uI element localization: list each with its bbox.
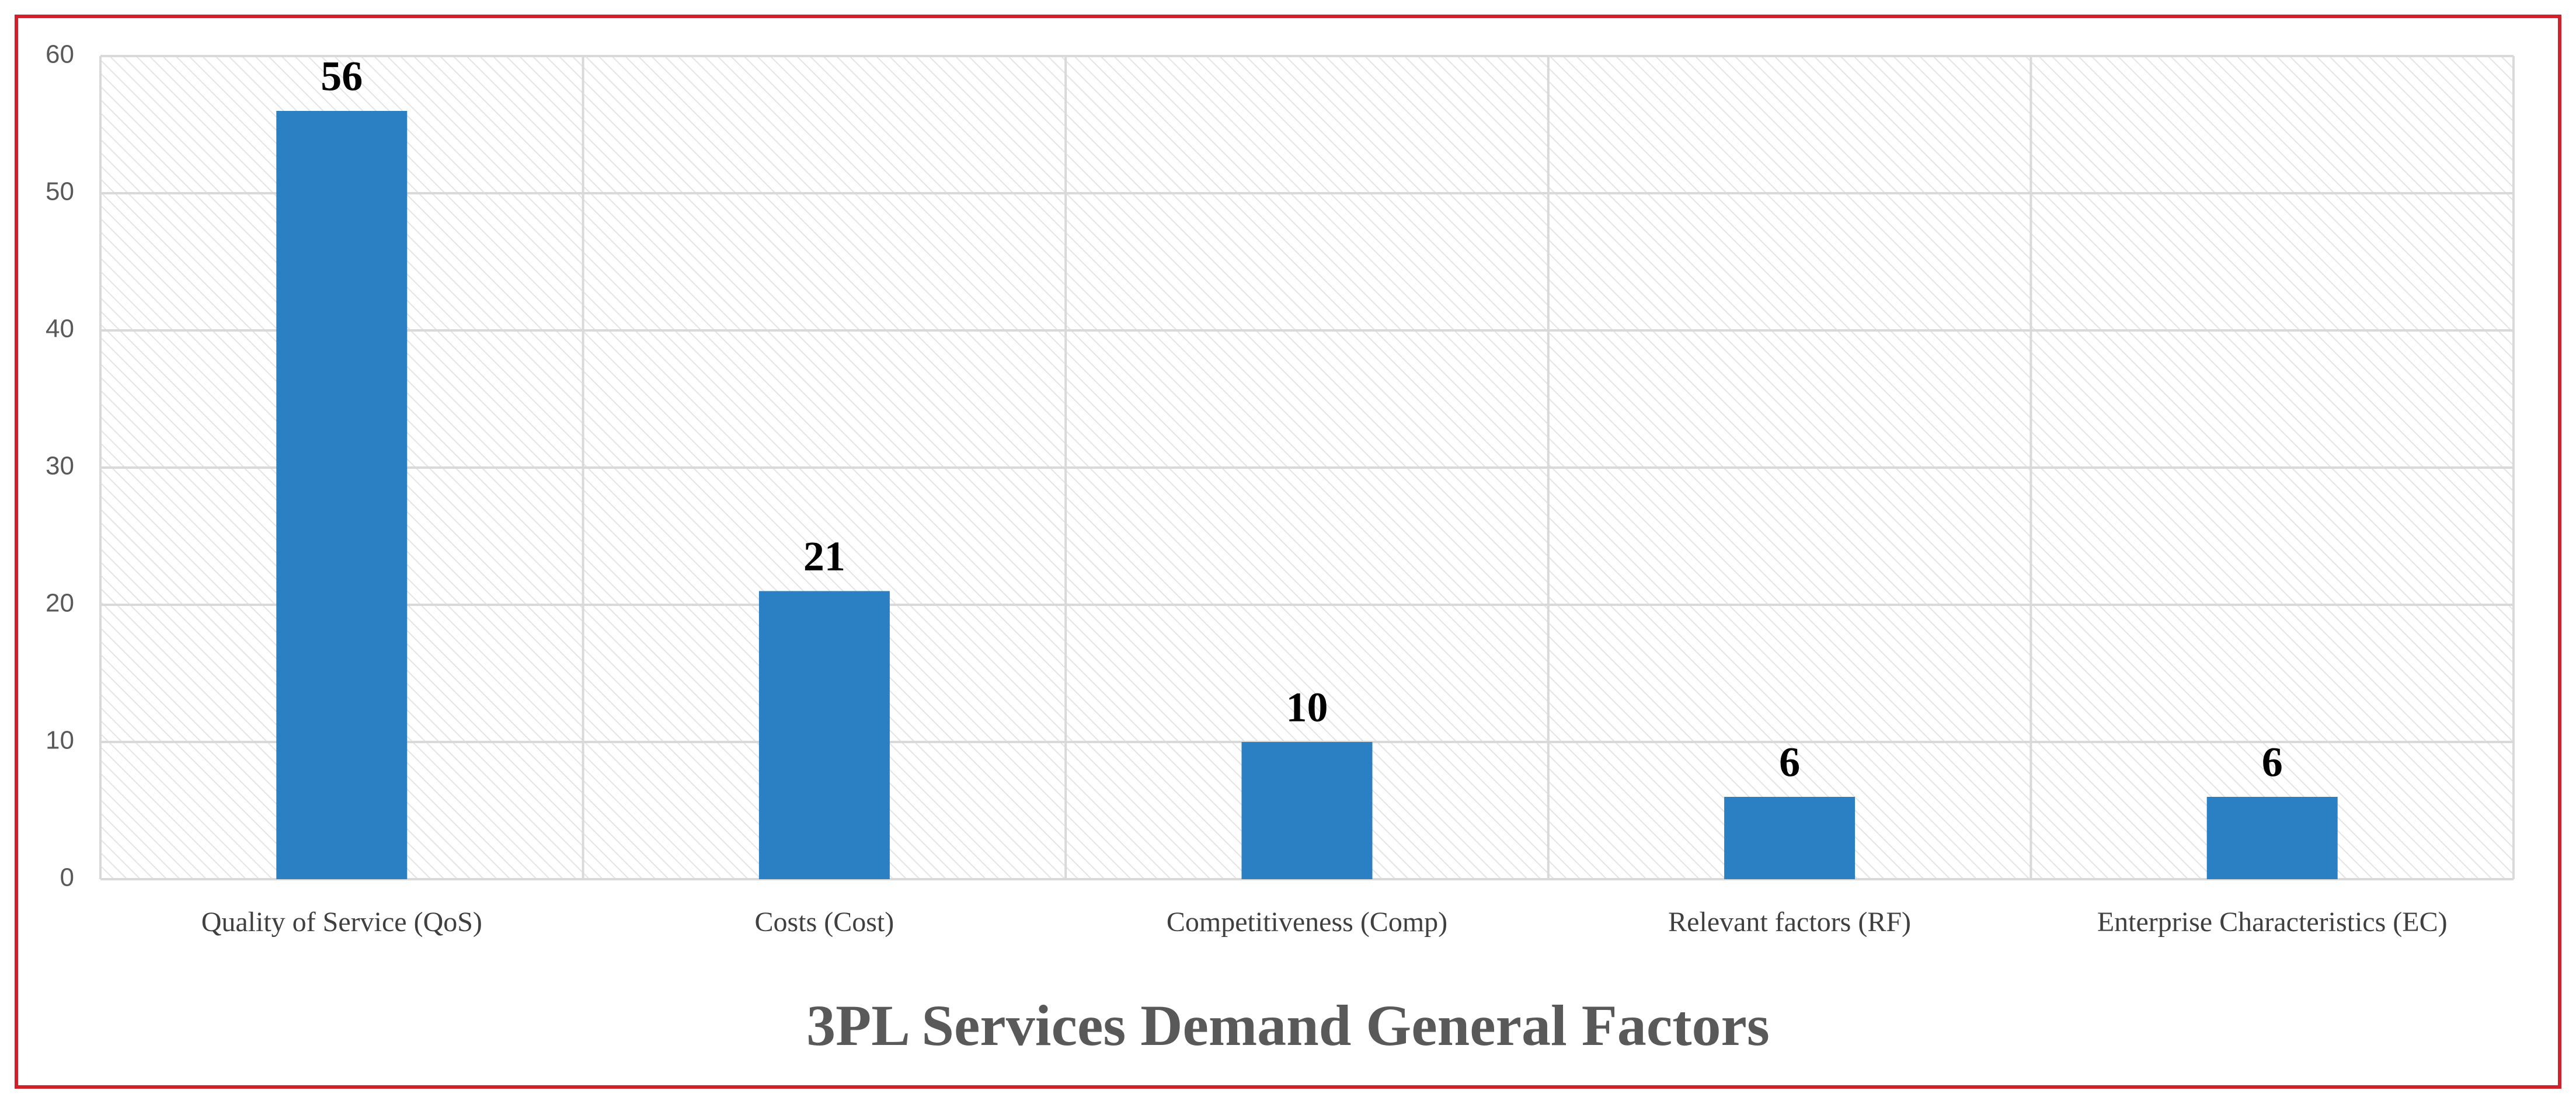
bar: [276, 111, 408, 879]
y-tick-label: 20: [46, 589, 74, 618]
y-tick-label: 10: [46, 726, 74, 755]
bar: [1241, 742, 1373, 879]
x-tick-label: Quality of Service (QoS): [201, 907, 482, 938]
x-tick-label: Costs (Cost): [755, 907, 894, 938]
value-label: 6: [1779, 739, 1800, 786]
x-tick-label: Competitiveness (Comp): [1167, 907, 1447, 938]
x-tick-label: Relevant factors (RF): [1668, 907, 1911, 938]
value-label: 10: [1286, 684, 1328, 731]
value-label: 6: [2262, 739, 2283, 786]
y-tick-label: 60: [46, 40, 74, 69]
x-tick-label: Enterprise Characteristics (EC): [2097, 907, 2448, 938]
value-label: 21: [803, 533, 845, 580]
chart-title: 3PL Services Demand General Factors: [806, 993, 1770, 1058]
bar: [2206, 797, 2338, 879]
bar: [758, 591, 890, 879]
bar: [1724, 797, 1856, 879]
y-tick-label: 40: [46, 315, 74, 343]
y-tick-label: 50: [46, 177, 74, 206]
value-label: 56: [321, 53, 363, 100]
y-tick-label: 0: [60, 863, 74, 892]
y-tick-label: 30: [46, 452, 74, 480]
